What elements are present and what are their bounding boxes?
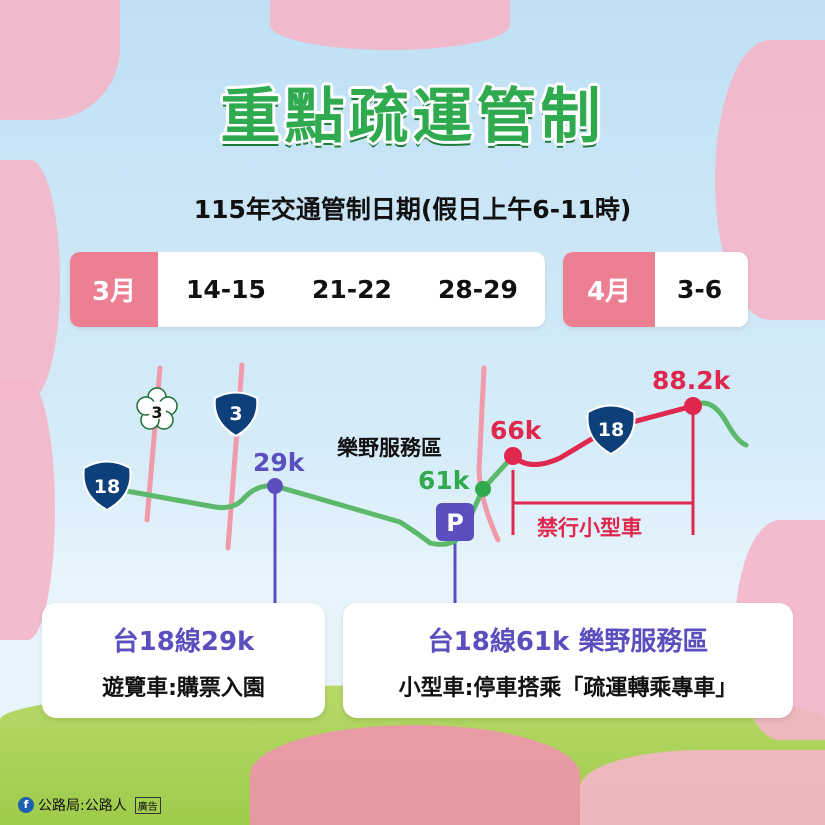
- date: 3-6: [677, 275, 723, 304]
- march-dates: 3月 14-15 21-22 28-29: [70, 252, 545, 327]
- blossom-decoration: [250, 725, 580, 825]
- facebook-icon: f: [18, 797, 34, 813]
- svg-text:18: 18: [94, 476, 120, 498]
- svg-text:3: 3: [229, 403, 242, 425]
- point-88k: [684, 397, 702, 415]
- month-label: 4月: [563, 252, 655, 327]
- svg-text:18: 18: [598, 419, 624, 441]
- route-line-green: [107, 453, 516, 547]
- svg-text:P: P: [446, 509, 464, 537]
- date: 14-15: [186, 275, 266, 304]
- credit-text: 公路局:公路人: [38, 798, 127, 814]
- km-label-66k: 66k: [490, 416, 542, 445]
- parking-icon: P: [436, 503, 474, 541]
- service-area-label: 樂野服務區: [337, 436, 442, 460]
- km-label-29k: 29k: [253, 448, 305, 477]
- km-label-88k: 88.2k: [652, 366, 731, 395]
- april-dates: 4月 3-6: [563, 252, 748, 327]
- blossom-decoration: [580, 750, 825, 825]
- shield-18-icon: 18: [82, 460, 132, 512]
- crossing-road-line: [476, 365, 501, 543]
- blossom-decoration: [270, 0, 510, 50]
- date: 28-29: [437, 275, 518, 304]
- blossom-decoration: [0, 380, 55, 640]
- ad-badge: 廣告: [134, 796, 161, 814]
- svg-text:3: 3: [151, 403, 162, 422]
- page-title: 重點疏運管制: [220, 82, 605, 152]
- card-text: 遊覽車:購票入園: [102, 676, 265, 701]
- shield-3-icon: 3: [213, 391, 259, 438]
- point-61k: [475, 481, 491, 497]
- route-line-green: [690, 400, 749, 448]
- county-road-3-icon: 3: [136, 387, 178, 430]
- card-heading: 台18線61k 樂野服務區: [427, 627, 709, 657]
- month-label: 3月: [70, 252, 158, 327]
- point-66k: [504, 447, 522, 465]
- blossom-decoration: [0, 160, 60, 400]
- credit: f 公路局:公路人 廣告: [18, 795, 161, 815]
- info-card-61k: 台18線61k 樂野服務區 小型車:停車搭乘「疏運轉乘專車」: [343, 603, 793, 718]
- date: 21-22: [311, 275, 392, 304]
- point-29k: [267, 478, 283, 494]
- restriction-label: 禁行小型車: [537, 516, 642, 540]
- shield-18-icon: 18: [586, 404, 636, 456]
- km-label-61k: 61k: [418, 466, 470, 495]
- subtitle: 115年交通管制日期(假日上午6-11時): [193, 195, 632, 224]
- info-card-29k: 台18線29k 遊覽車:購票入園: [42, 603, 325, 718]
- card-text: 小型車:停車搭乘「疏運轉乘專車」: [398, 676, 738, 701]
- card-heading: 台18線29k: [112, 627, 255, 657]
